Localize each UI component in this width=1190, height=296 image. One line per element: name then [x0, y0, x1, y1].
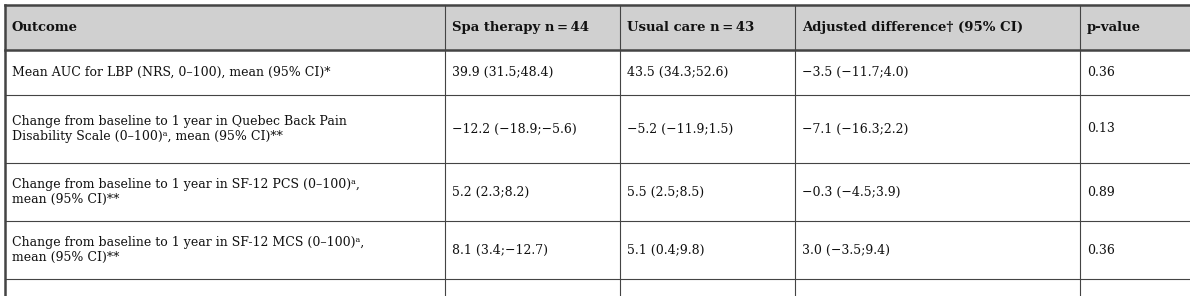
- Text: −3.5 (−11.7;4.0): −3.5 (−11.7;4.0): [802, 66, 908, 79]
- Text: −5.2 (−11.9;1.5): −5.2 (−11.9;1.5): [627, 123, 733, 136]
- Bar: [5, 279, 1190, 296]
- Text: 5.5 (2.5;8.5): 5.5 (2.5;8.5): [627, 186, 704, 199]
- Text: Spa therapy n = 44: Spa therapy n = 44: [452, 21, 589, 34]
- Text: −7.1 (−16.3;2.2): −7.1 (−16.3;2.2): [802, 123, 908, 136]
- Text: 5.1 (0.4;9.8): 5.1 (0.4;9.8): [627, 244, 704, 257]
- Text: Change from baseline to 1 year in Quebec Back Pain
Disability Scale (0–100)ᵃ, me: Change from baseline to 1 year in Quebec…: [12, 115, 346, 143]
- Bar: [5, 221, 1190, 279]
- Bar: [5, 5, 1190, 50]
- Text: 0.89: 0.89: [1086, 186, 1115, 199]
- Text: 3.0 (−3.5;9.4): 3.0 (−3.5;9.4): [802, 244, 890, 257]
- Text: p-value: p-value: [1086, 21, 1141, 34]
- Text: 5.2 (2.3;8.2): 5.2 (2.3;8.2): [452, 186, 530, 199]
- Text: 0.36: 0.36: [1086, 244, 1115, 257]
- Text: 0.13: 0.13: [1086, 123, 1115, 136]
- Text: Mean AUC for LBP (NRS, 0–100), mean (95% CI)*: Mean AUC for LBP (NRS, 0–100), mean (95%…: [12, 66, 331, 79]
- Text: Adjusted difference† (95% CI): Adjusted difference† (95% CI): [802, 21, 1023, 34]
- Text: Outcome: Outcome: [12, 21, 79, 34]
- Bar: [5, 95, 1190, 163]
- Bar: [5, 163, 1190, 221]
- Text: 39.9 (31.5;48.4): 39.9 (31.5;48.4): [452, 66, 553, 79]
- Text: Change from baseline to 1 year in SF-12 MCS (0–100)ᵃ,
mean (95% CI)**: Change from baseline to 1 year in SF-12 …: [12, 236, 364, 264]
- Bar: [5, 50, 1190, 95]
- Text: 8.1 (3.4;−12.7): 8.1 (3.4;−12.7): [452, 244, 549, 257]
- Text: Usual care n = 43: Usual care n = 43: [627, 21, 754, 34]
- Text: −0.3 (−4.5;3.9): −0.3 (−4.5;3.9): [802, 186, 901, 199]
- Text: 0.36: 0.36: [1086, 66, 1115, 79]
- Text: −12.2 (−18.9;−5.6): −12.2 (−18.9;−5.6): [452, 123, 577, 136]
- Text: Change from baseline to 1 year in SF-12 PCS (0–100)ᵃ,
mean (95% CI)**: Change from baseline to 1 year in SF-12 …: [12, 178, 359, 206]
- Text: 43.5 (34.3;52.6): 43.5 (34.3;52.6): [627, 66, 728, 79]
